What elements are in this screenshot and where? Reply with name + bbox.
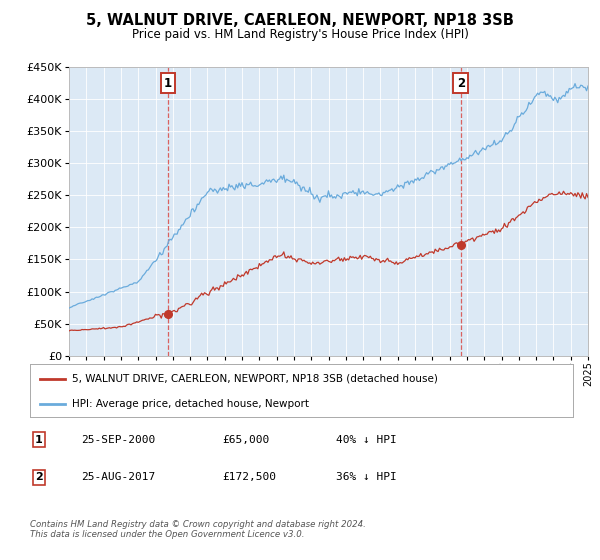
Text: 36% ↓ HPI: 36% ↓ HPI xyxy=(336,472,397,482)
Text: 2: 2 xyxy=(457,77,465,90)
Text: 5, WALNUT DRIVE, CAERLEON, NEWPORT, NP18 3SB: 5, WALNUT DRIVE, CAERLEON, NEWPORT, NP18… xyxy=(86,13,514,28)
Text: £65,000: £65,000 xyxy=(222,435,269,445)
Text: 2: 2 xyxy=(35,472,43,482)
Text: £172,500: £172,500 xyxy=(222,472,276,482)
Text: 5, WALNUT DRIVE, CAERLEON, NEWPORT, NP18 3SB (detached house): 5, WALNUT DRIVE, CAERLEON, NEWPORT, NP18… xyxy=(73,374,438,384)
Text: HPI: Average price, detached house, Newport: HPI: Average price, detached house, Newp… xyxy=(73,399,310,409)
Text: 1: 1 xyxy=(164,77,172,90)
Text: 25-SEP-2000: 25-SEP-2000 xyxy=(81,435,155,445)
Text: 40% ↓ HPI: 40% ↓ HPI xyxy=(336,435,397,445)
Text: 1: 1 xyxy=(35,435,43,445)
Text: 25-AUG-2017: 25-AUG-2017 xyxy=(81,472,155,482)
Text: Contains HM Land Registry data © Crown copyright and database right 2024.
This d: Contains HM Land Registry data © Crown c… xyxy=(30,520,366,539)
Text: Price paid vs. HM Land Registry's House Price Index (HPI): Price paid vs. HM Land Registry's House … xyxy=(131,28,469,41)
